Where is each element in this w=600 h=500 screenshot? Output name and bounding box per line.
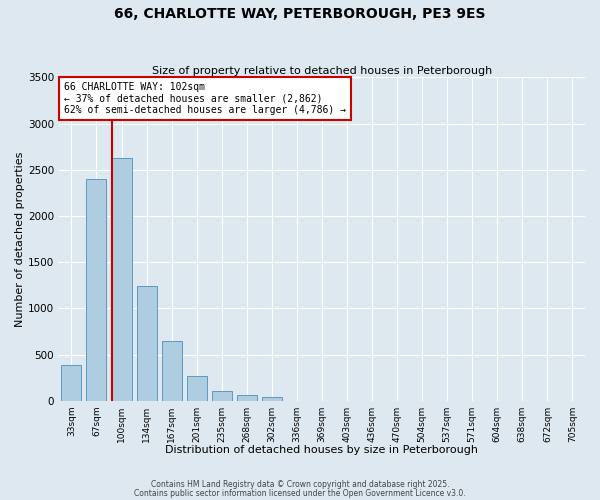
Bar [187, 376, 207, 401]
Bar [237, 396, 257, 401]
Bar [161, 342, 182, 401]
Text: Contains HM Land Registry data © Crown copyright and database right 2025.: Contains HM Land Registry data © Crown c… [151, 480, 449, 489]
Bar [112, 158, 131, 401]
Bar [86, 179, 106, 401]
Title: Size of property relative to detached houses in Peterborough: Size of property relative to detached ho… [152, 66, 492, 76]
X-axis label: Distribution of detached houses by size in Peterborough: Distribution of detached houses by size … [166, 445, 478, 455]
Text: Contains public sector information licensed under the Open Government Licence v3: Contains public sector information licen… [134, 490, 466, 498]
Bar [137, 286, 157, 401]
Bar [212, 391, 232, 401]
Text: 66 CHARLOTTE WAY: 102sqm
← 37% of detached houses are smaller (2,862)
62% of sem: 66 CHARLOTTE WAY: 102sqm ← 37% of detach… [64, 82, 346, 116]
Y-axis label: Number of detached properties: Number of detached properties [15, 152, 25, 327]
Text: 66, CHARLOTTE WAY, PETERBOROUGH, PE3 9ES: 66, CHARLOTTE WAY, PETERBOROUGH, PE3 9ES [114, 8, 486, 22]
Bar [61, 365, 82, 401]
Bar [262, 398, 282, 401]
